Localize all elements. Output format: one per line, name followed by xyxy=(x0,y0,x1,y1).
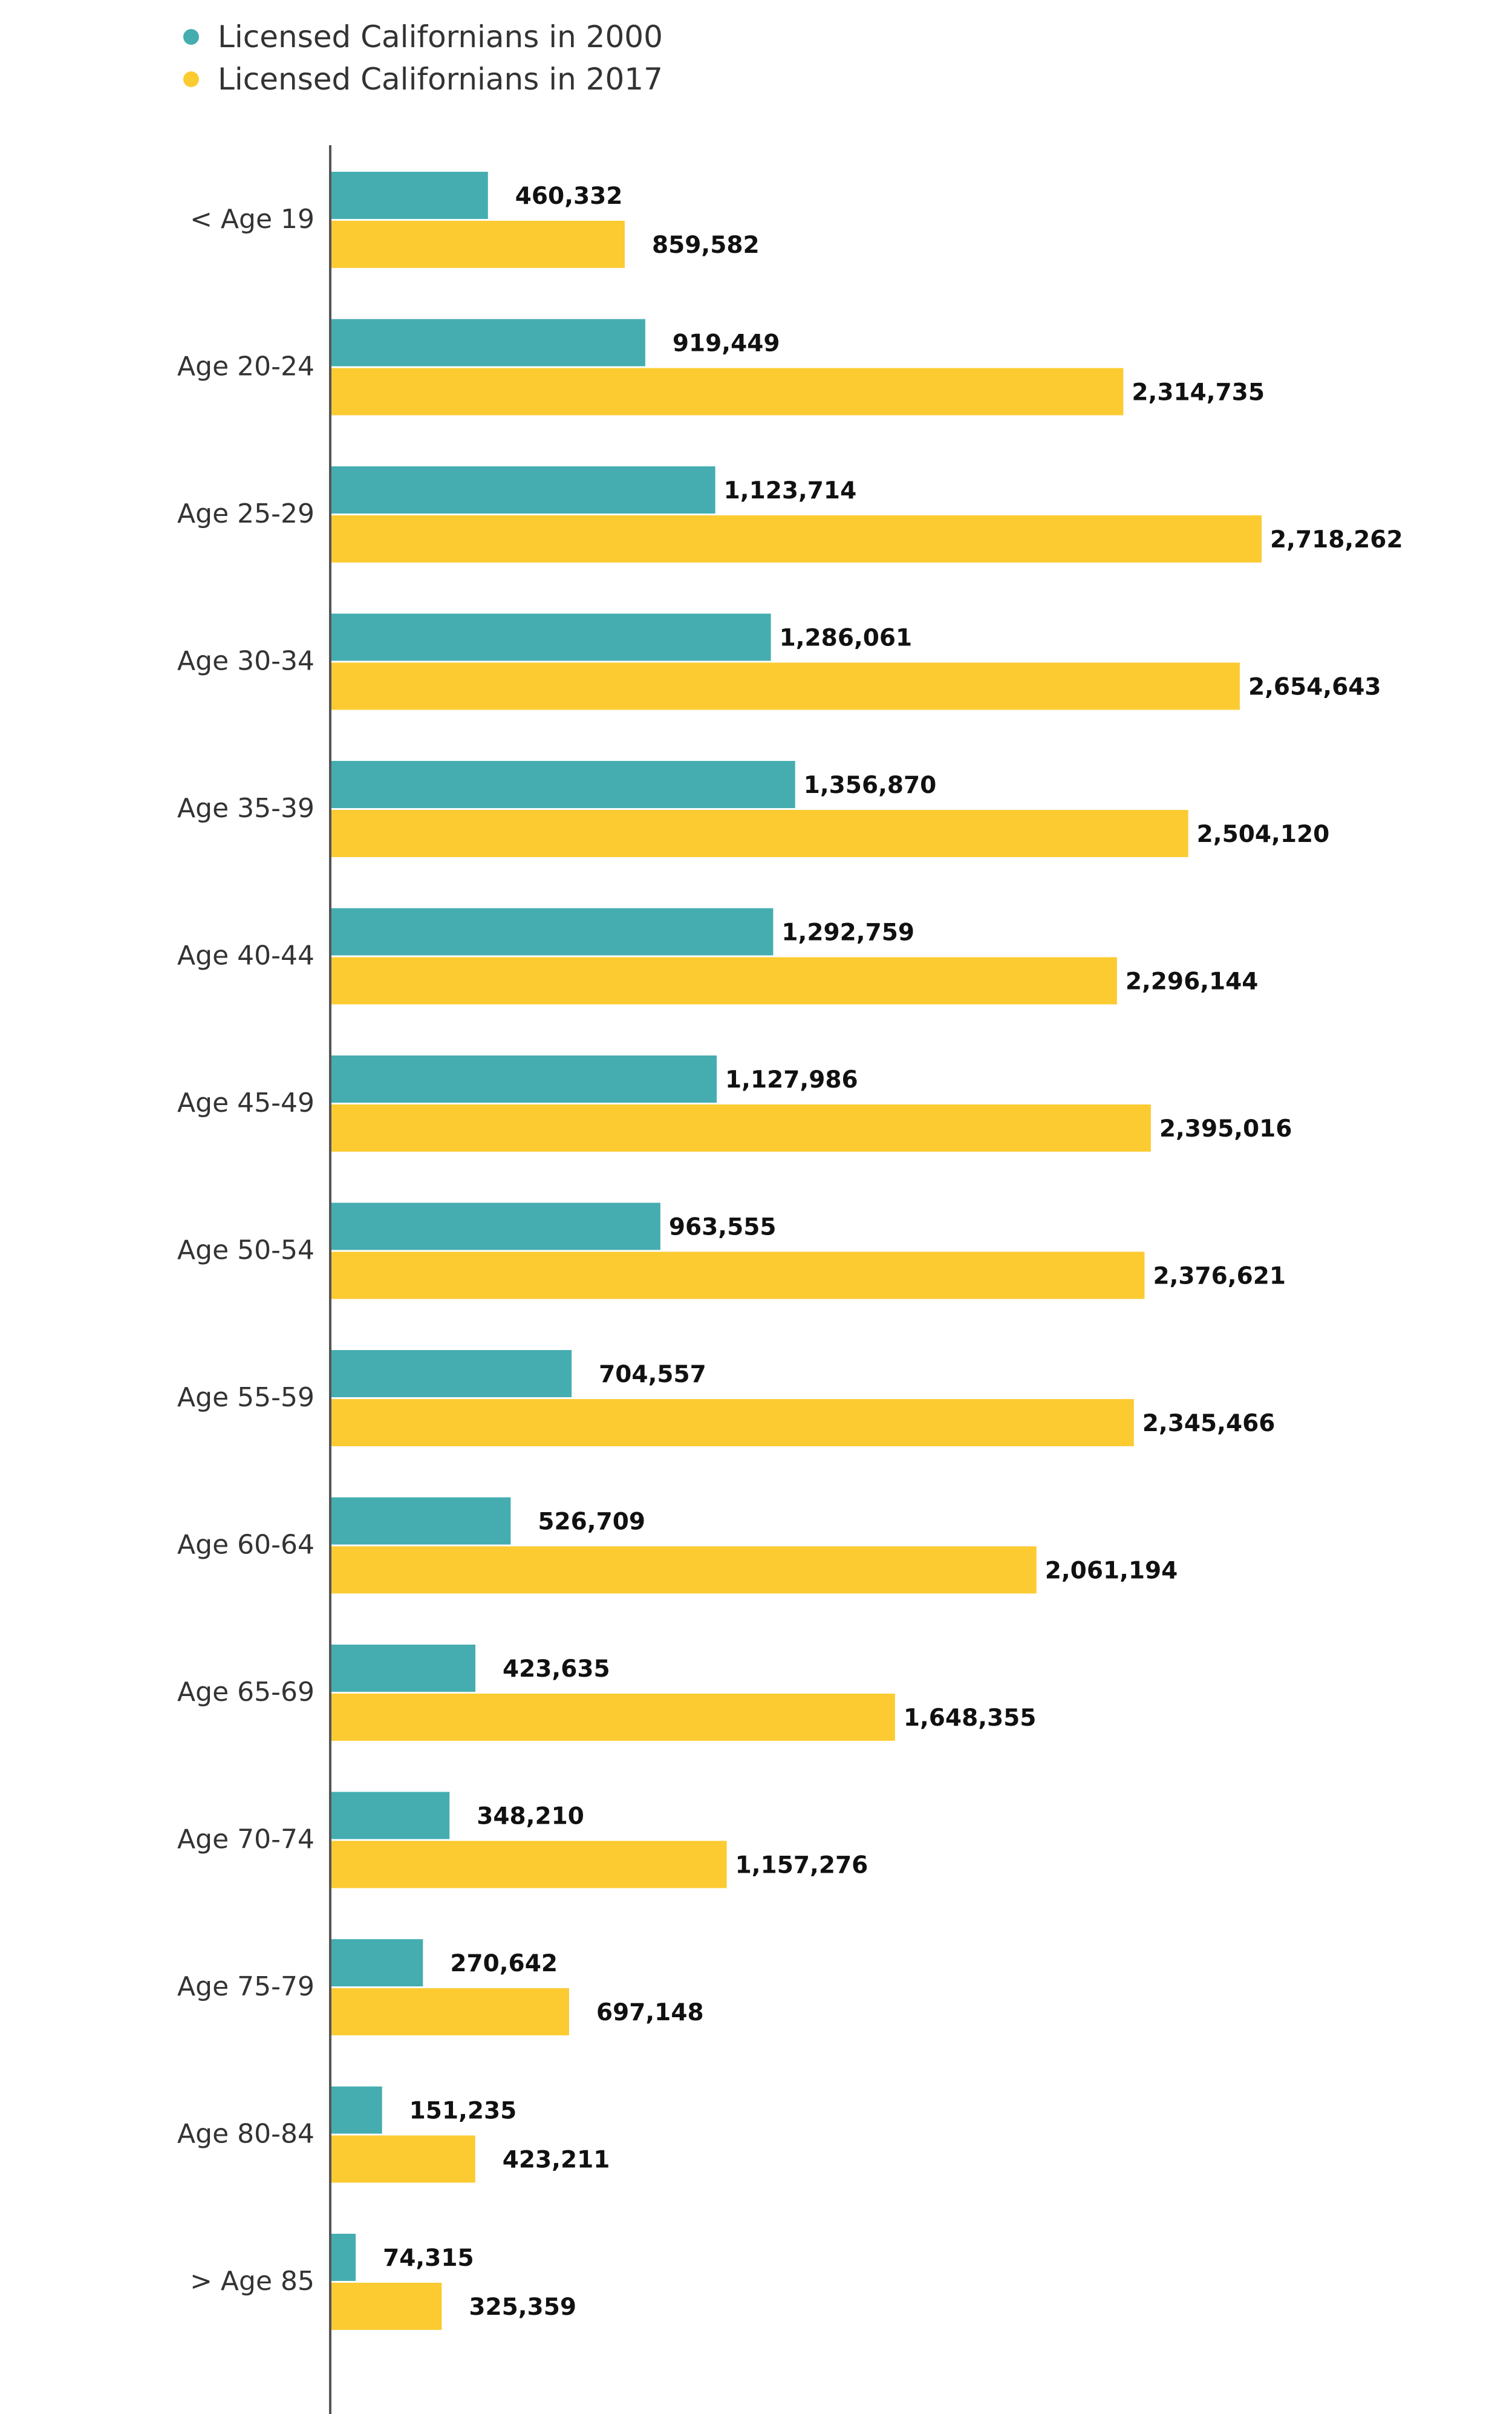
legend: Licensed Californians in 2000 Licensed Ca… xyxy=(183,19,663,97)
value-label-2017-age-85: 325,359 xyxy=(469,2294,576,2321)
bar-2000-age-45-49 xyxy=(330,1055,717,1103)
bar-2017-age-60-64 xyxy=(330,1546,1037,1594)
bar-2017-age-70-74 xyxy=(330,1841,727,1888)
bar-2017-age-85 xyxy=(330,2283,442,2330)
value-label-2017-age-80-84: 423,211 xyxy=(503,2147,610,2174)
value-label-2000-age-65-69: 423,635 xyxy=(503,1656,610,1683)
value-label-2000-age-40-44: 1,292,759 xyxy=(781,919,914,947)
category-label-age-60-64: Age 60-64 xyxy=(177,1530,314,1561)
bar-2017-age-75-79 xyxy=(330,1988,569,2035)
bar-2017-age-50-54 xyxy=(330,1251,1145,1299)
bar-2017-age-65-69 xyxy=(330,1694,895,1741)
bar-2000-age-19 xyxy=(330,172,488,219)
category-label-age-75-79: Age 75-79 xyxy=(177,1971,314,2002)
category-label-age-80-84: Age 80-84 xyxy=(177,2119,314,2150)
category-label-age-50-54: Age 50-54 xyxy=(177,1235,314,1266)
value-label-2017-age-70-74: 1,157,276 xyxy=(735,1852,868,1879)
value-label-2017-age-40-44: 2,296,144 xyxy=(1126,968,1259,996)
legend-label-1: Licensed Californians in 2000 xyxy=(218,19,663,54)
value-label-2017-age-75-79: 697,148 xyxy=(596,1999,704,2026)
bar-2017-age-80-84 xyxy=(330,2135,475,2183)
bar-2000-age-80-84 xyxy=(330,2086,382,2134)
bar-2000-age-40-44 xyxy=(330,908,774,956)
category-label-age-40-44: Age 40-44 xyxy=(177,941,314,971)
value-label-2000-age-35-39: 1,356,870 xyxy=(804,772,937,799)
value-label-2000-age-60-64: 526,709 xyxy=(538,1509,645,1536)
bar-2000-age-75-79 xyxy=(330,1939,423,1986)
category-labels: < Age 19 Age 20-24 Age 25-29 Age 30-34 Age 3… xyxy=(177,204,314,2297)
value-label-2000-age-45-49: 1,127,986 xyxy=(725,1066,858,1094)
bar-2000-age-50-54 xyxy=(330,1202,660,1250)
bar-2000-age-25-29 xyxy=(330,466,715,514)
value-label-2000-age-30-34: 1,286,061 xyxy=(780,625,913,652)
bar-2000-age-85 xyxy=(330,2234,356,2281)
value-label-2017-age-20-24: 2,314,735 xyxy=(1132,379,1265,406)
bar-2017-age-40-44 xyxy=(330,957,1117,1005)
value-label-2017-age-30-34: 2,654,643 xyxy=(1248,674,1381,701)
bar-2000-age-55-59 xyxy=(330,1350,572,1397)
category-label-age-85: > Age 85 xyxy=(190,2266,314,2297)
category-label-age-25-29: Age 25-29 xyxy=(177,498,314,529)
value-label-2000-age-20-24: 919,449 xyxy=(673,330,780,357)
value-label-2017-age-55-59: 2,345,466 xyxy=(1142,1410,1276,1437)
bar-2000-age-20-24 xyxy=(330,319,645,367)
value-label-2000-age-25-29: 1,123,714 xyxy=(724,477,857,504)
value-label-2000-age-55-59: 704,557 xyxy=(599,1361,706,1388)
category-label-age-65-69: Age 65-69 xyxy=(177,1677,314,1708)
category-label-age-70-74: Age 70-74 xyxy=(177,1824,314,1855)
bar-2017-age-20-24 xyxy=(330,368,1124,416)
category-label-age-55-59: Age 55-59 xyxy=(177,1382,314,1413)
value-label-2000-age-19: 460,332 xyxy=(515,183,623,210)
category-label-age-20-24: Age 20-24 xyxy=(177,351,314,382)
bar-2000-age-60-64 xyxy=(330,1497,511,1545)
bar-2000-age-65-69 xyxy=(330,1645,476,1692)
legend-label-2: Licensed Californians in 2017 xyxy=(218,62,663,97)
value-label-2017-age-60-64: 2,061,194 xyxy=(1045,1558,1178,1585)
bar-2000-age-35-39 xyxy=(330,761,795,808)
value-label-2000-age-70-74: 348,210 xyxy=(477,1803,584,1830)
category-label-age-35-39: Age 35-39 xyxy=(177,793,314,824)
value-label-2017-age-65-69: 1,648,355 xyxy=(904,1704,1037,1732)
legend-marker-1 xyxy=(183,29,199,45)
value-label-2017-age-19: 859,582 xyxy=(652,232,760,259)
value-label-2000-age-85: 74,315 xyxy=(383,2245,474,2272)
legend-marker-2 xyxy=(183,71,199,87)
bar-2017-age-25-29 xyxy=(330,515,1262,563)
bar-2000-age-30-34 xyxy=(330,613,771,661)
value-label-2017-age-45-49: 2,395,016 xyxy=(1159,1115,1292,1143)
category-label-age-19: < Age 19 xyxy=(190,204,314,235)
value-label-2000-age-80-84: 151,235 xyxy=(409,2098,517,2125)
value-label-2000-age-75-79: 270,642 xyxy=(450,1950,558,1977)
bar-2017-age-55-59 xyxy=(330,1399,1134,1446)
bar-2017-age-45-49 xyxy=(330,1104,1151,1152)
bar-2000-age-70-74 xyxy=(330,1792,450,1839)
category-label-age-45-49: Age 45-49 xyxy=(177,1088,314,1118)
bar-2017-age-30-34 xyxy=(330,662,1240,710)
value-label-2017-age-25-29: 2,718,262 xyxy=(1270,526,1403,553)
bar-2017-age-35-39 xyxy=(330,810,1188,857)
value-labels: 460,332 859,582 919,449 2,314,735 1,123,714 2… xyxy=(383,183,1403,2321)
bar-2017-age-19 xyxy=(330,221,625,268)
category-label-age-30-34: Age 30-34 xyxy=(177,646,314,677)
value-label-2000-age-50-54: 963,555 xyxy=(669,1214,777,1241)
bars xyxy=(330,172,1262,2330)
value-label-2017-age-50-54: 2,376,621 xyxy=(1153,1263,1286,1290)
value-label-2017-age-35-39: 2,504,120 xyxy=(1197,821,1330,848)
